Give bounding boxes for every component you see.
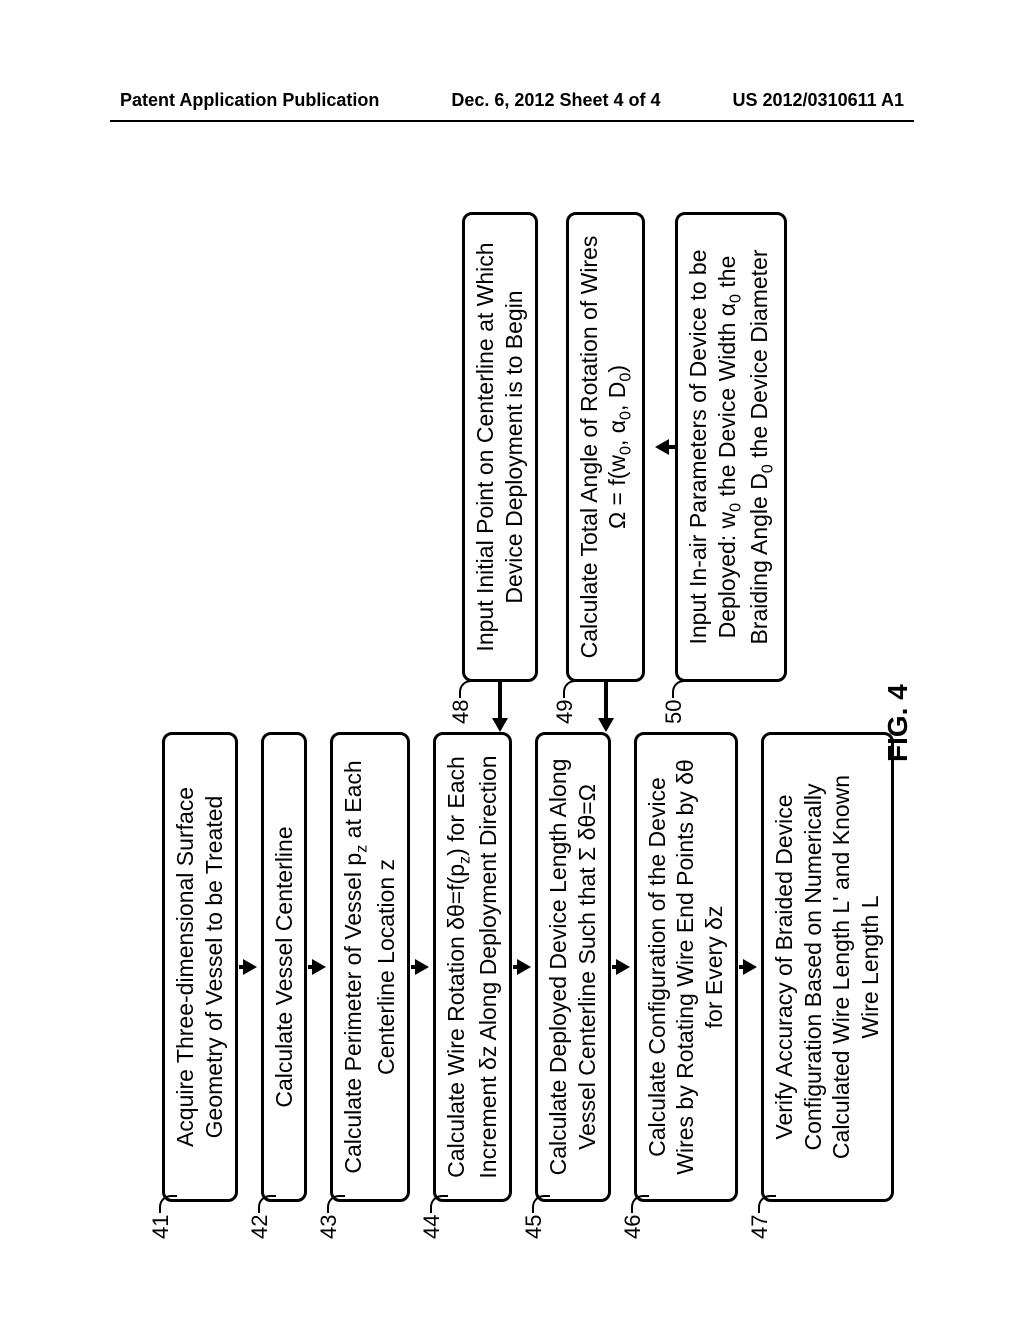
flow-box-49: 49Calculate Total Angle of Rotation of W…: [566, 212, 645, 682]
ref-45: 45: [520, 1215, 548, 1239]
arrow-down-icon: [743, 959, 757, 975]
header-right: US 2012/0310611 A1: [733, 90, 904, 111]
ref-46: 46: [619, 1215, 647, 1239]
page-header: Patent Application Publication Dec. 6, 2…: [0, 90, 1024, 111]
flow-box-50: 50Input In-air Parameters of Device to b…: [675, 212, 787, 682]
ref-44: 44: [418, 1215, 446, 1239]
flow-box-47: 47Verify Accuracy of Braided Device Conf…: [761, 732, 894, 1202]
ref-47: 47: [746, 1215, 774, 1239]
flow-box-42: 42Calculate Vessel Centerline: [261, 732, 308, 1202]
flow-box-41: 41Acquire Three-dimensional Surface Geom…: [162, 732, 238, 1202]
header-left: Patent Application Publication: [120, 90, 379, 111]
flow-box-46: 46Calculate Configuration of the Device …: [634, 732, 738, 1202]
figure-label: FIG. 4: [882, 684, 914, 762]
arrow-down-icon: [243, 959, 257, 975]
header-rule: [110, 120, 914, 122]
ref-41: 41: [147, 1215, 175, 1239]
arrow-down-icon: [517, 959, 531, 975]
ref-43: 43: [315, 1215, 343, 1239]
ref-48: 48: [447, 700, 475, 724]
ref-49: 49: [551, 700, 579, 724]
arrow-left-icon: [604, 682, 608, 720]
main-column: 41Acquire Three-dimensional Surface Geom…: [162, 732, 902, 1202]
ref-42: 42: [246, 1215, 274, 1239]
figure-4: 41Acquire Three-dimensional Surface Geom…: [12, 298, 1012, 1102]
arrow-down-icon: [312, 959, 326, 975]
side-column: 48Input Initial Point on Centerline at W…: [462, 212, 795, 682]
flowchart: 41Acquire Three-dimensional Surface Geom…: [162, 202, 862, 1202]
ref-50: 50: [660, 700, 688, 724]
arrow-left-icon: [498, 682, 502, 720]
arrow-down-icon: [415, 959, 429, 975]
flow-box-45: 45Calculate Deployed Device Length Along…: [535, 732, 611, 1202]
header-center: Dec. 6, 2012 Sheet 4 of 4: [451, 90, 660, 111]
arrow-down-icon: [616, 959, 630, 975]
spacer: [546, 212, 566, 682]
flow-box-43: 43Calculate Perimeter of Vessel pz at Ea…: [330, 732, 409, 1202]
arrow-up-wrap: [653, 212, 675, 682]
flow-box-44: 44Calculate Wire Rotation δθ=f(pz) for E…: [433, 732, 512, 1202]
flow-box-48: 48Input Initial Point on Centerline at W…: [462, 212, 538, 682]
